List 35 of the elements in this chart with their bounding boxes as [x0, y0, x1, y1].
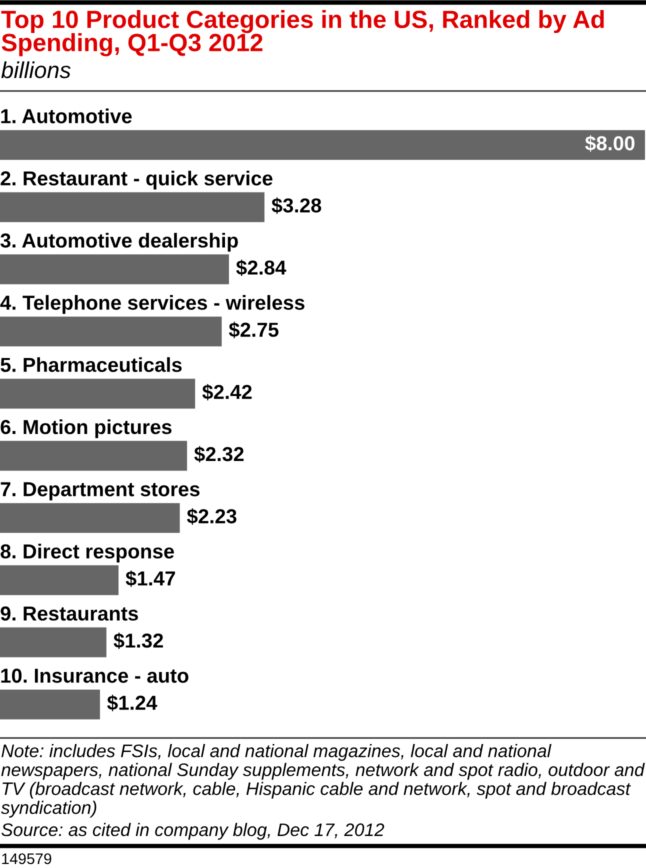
data-label: $1.24 [107, 694, 158, 712]
data-label: $2.42 [202, 384, 252, 400]
data-label: $2.32 [194, 446, 244, 463]
y-tick-label: 1. Automotive [1, 108, 132, 124]
y-tick-label: 7. Department stores [0, 482, 200, 500]
y-tick-label: 8. Direct response [0, 544, 174, 562]
y-tick-label: 4. Telephone services - wireless [0, 295, 304, 314]
bar [0, 192, 264, 222]
y-tick-label: 5. Pharmaceuticals [0, 357, 182, 372]
bar [0, 316, 222, 346]
y-tick-label: 10. Insurance - auto [1, 668, 188, 683]
bar [0, 690, 100, 720]
source-note: Source: as cited in company blog, Dec 17, 2012 [2, 822, 384, 840]
y-tick-label: 3. Automotive dealership [0, 232, 238, 252]
text: Note: includes FSIs, local and national magazines, local and national newspapers, national Sunday supplements, network and spot radio, outdoor and TV (broadcast network, cable, Hispanic cable and network, spot and broadcast syndication) [1, 744, 645, 818]
bar [0, 254, 229, 284]
y-tick-label: 6. Motion pictures [0, 419, 172, 438]
bar [0, 503, 180, 533]
data-label: $2.84 [236, 260, 286, 276]
bar [0, 440, 188, 471]
bar [0, 378, 196, 409]
data-label: $3.28 [272, 197, 322, 214]
data-label: $1.32 [114, 632, 163, 650]
text: 149579 [2, 853, 52, 864]
data-label: $2.75 [228, 322, 278, 338]
bar [0, 627, 106, 658]
data-label: $2.23 [187, 508, 236, 525]
bar [0, 130, 645, 160]
y-tick-label: 2. Restaurant - quick service [0, 170, 272, 190]
data-label: $1.47 [126, 570, 175, 587]
bar [0, 565, 119, 596]
chart-subtitle: billions [1, 61, 71, 78]
data-label: $8.00 [585, 135, 634, 152]
chart-title: Top 10 Product Categories in the US, Ranked by Ad Spending, Q1-Q3 2012 [1, 10, 604, 56]
y-tick-label: 9. Restaurants [0, 606, 138, 621]
